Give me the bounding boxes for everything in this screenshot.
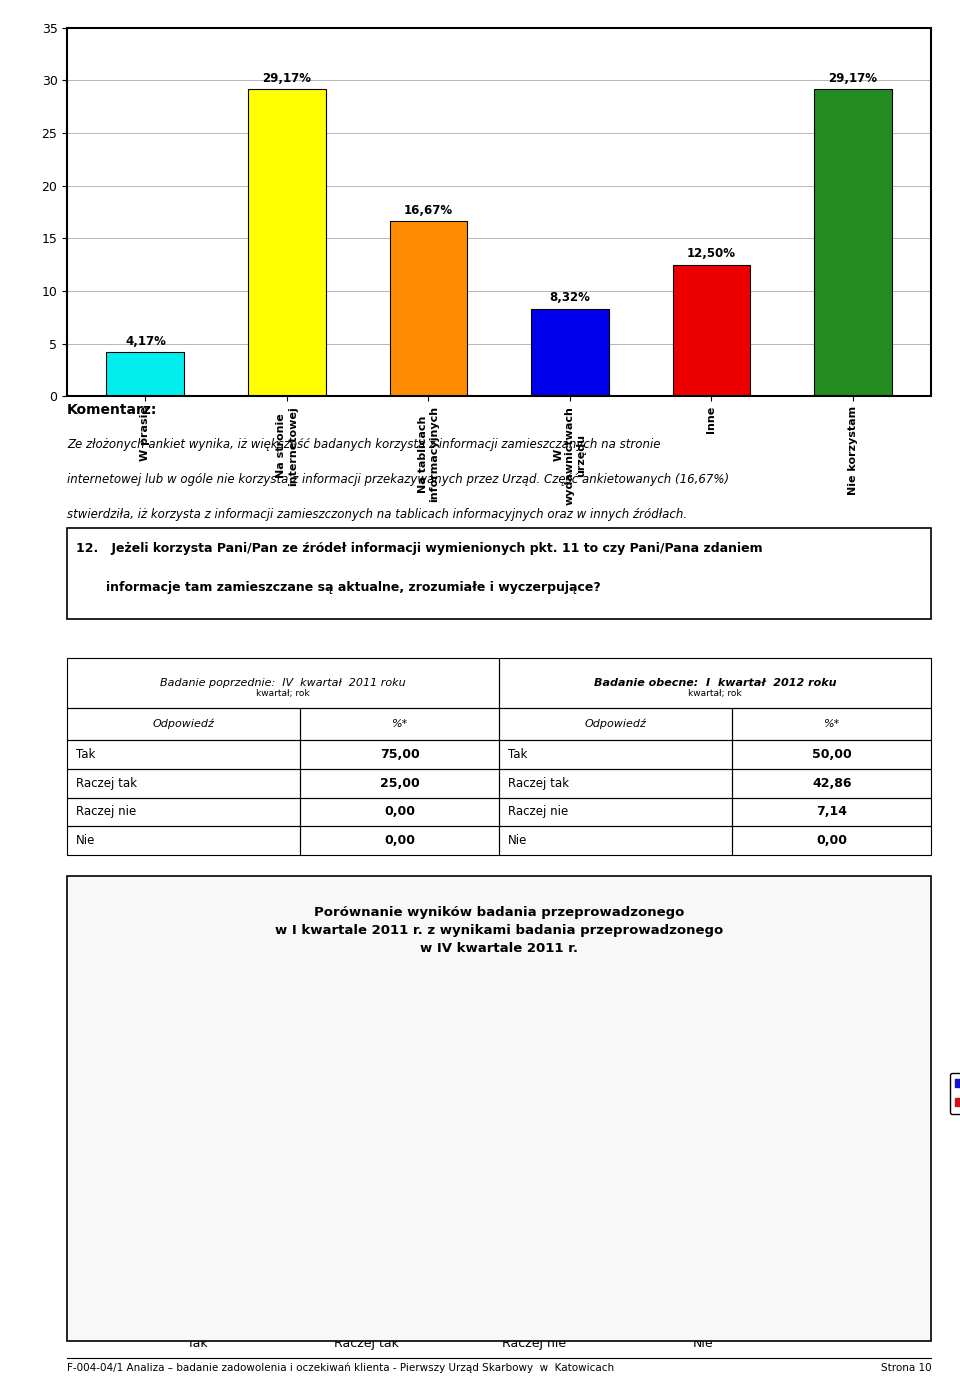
Text: Komentarz:: Komentarz:	[67, 403, 157, 417]
Polygon shape	[137, 1027, 208, 1038]
Bar	[499, 769, 732, 798]
Polygon shape	[195, 1027, 208, 1327]
Text: %*: %*	[392, 719, 408, 730]
Bar	[531, 309, 609, 396]
Polygon shape	[207, 1127, 278, 1134]
Text: 75,00: 75,00	[380, 748, 420, 760]
Bar	[300, 826, 499, 855]
Text: Odpowiedź: Odpowiedź	[153, 719, 215, 730]
Text: Porównanie wyników badania przeprowadzonego: Porównanie wyników badania przeprowadzon…	[314, 906, 684, 919]
Bar	[300, 769, 499, 798]
Text: 29,17%: 29,17%	[828, 72, 877, 85]
Bar	[814, 89, 892, 396]
Polygon shape	[305, 1227, 377, 1232]
Text: kwartał; rok: kwartał; rok	[256, 689, 310, 698]
Bar	[732, 769, 931, 798]
Bar	[732, 708, 931, 739]
Legend: IV  kwartał  2011 r., I  kwartał  2012 r.: IV kwartał 2011 r., I kwartał 2012 r.	[949, 1073, 960, 1113]
Polygon shape	[433, 1155, 447, 1327]
Text: Badanie obecne:  I  kwartał  2012 roku: Badanie obecne: I kwartał 2012 roku	[594, 678, 836, 688]
Text: Nie: Nie	[76, 834, 95, 847]
Bar	[248, 89, 325, 396]
Text: 12,50%: 12,50%	[687, 247, 736, 260]
Text: 8,32%: 8,32%	[549, 292, 590, 304]
Bar	[499, 798, 732, 826]
Text: 0,00: 0,00	[384, 834, 416, 847]
Bar	[67, 798, 300, 826]
Text: * wyrażony w procentach stosunek ilości odpowiedzi do ilości wszystkich wypełnio: * wyrażony w procentach stosunek ilości …	[67, 897, 723, 908]
Bar	[67, 708, 300, 739]
Text: 16,67%: 16,67%	[404, 203, 453, 217]
Text: Raczej tak: Raczej tak	[76, 777, 137, 790]
Text: 50,00: 50,00	[812, 748, 852, 760]
Bar	[300, 739, 499, 769]
Text: 25,00%: 25,00%	[313, 1213, 356, 1223]
Bar	[67, 769, 300, 798]
Bar	[300, 708, 499, 739]
Polygon shape	[602, 1298, 615, 1327]
Text: Badanie poprzednie:  IV  kwartał  2011 roku: Badanie poprzednie: IV kwartał 2011 roku	[160, 678, 406, 688]
Bar	[107, 352, 184, 396]
Bar	[305, 1232, 364, 1327]
Text: 42,86%: 42,86%	[383, 1143, 426, 1152]
Text: 7,14%: 7,14%	[555, 1283, 591, 1294]
Text: Tak: Tak	[508, 748, 527, 760]
Text: Ze złożonych ankiet wynika, iż większość badanych korzysta z informacji zamieszc: Ze złożonych ankiet wynika, iż większość…	[67, 438, 660, 452]
Text: 29,17%: 29,17%	[262, 72, 311, 85]
Bar	[67, 28, 931, 396]
Bar	[499, 739, 732, 769]
Text: 42,86: 42,86	[812, 777, 852, 790]
Text: Tak: Tak	[76, 748, 95, 760]
Polygon shape	[375, 1155, 447, 1162]
Bar	[207, 1134, 265, 1327]
Bar	[673, 264, 751, 396]
Text: 0%: 0%	[662, 1314, 681, 1323]
Text: 0%: 0%	[494, 1314, 512, 1323]
Text: Raczej tak: Raczej tak	[508, 777, 569, 790]
Text: w I kwartale 2011 r. z wynikami badania przeprowadzonego: w I kwartale 2011 r. z wynikami badania …	[276, 924, 723, 937]
Text: Raczej nie: Raczej nie	[76, 805, 136, 819]
Text: stwierdziła, iż korzysta z informacji zamieszczonych na tablicach informacyjnych: stwierdziła, iż korzysta z informacji za…	[67, 509, 687, 521]
Text: kwartał; rok: kwartał; rok	[688, 689, 742, 698]
Polygon shape	[265, 1127, 278, 1327]
Text: 75,00%: 75,00%	[144, 1016, 188, 1026]
Bar	[544, 1300, 602, 1327]
Bar	[67, 739, 300, 769]
Text: 50,00%: 50,00%	[214, 1115, 257, 1125]
Text: 25,00: 25,00	[380, 777, 420, 790]
Bar	[67, 657, 499, 708]
Bar	[300, 798, 499, 826]
Bar	[732, 826, 931, 855]
Text: internetowej lub w ogóle nie korzysta z informacji przekazywanych przez Urząd. C: internetowej lub w ogóle nie korzysta z …	[67, 473, 730, 486]
Bar	[390, 221, 468, 396]
Text: F-004-04/1 Analiza – badanie zadowolenia i oczekiwań klienta - Pierwszy Urząd Sk: F-004-04/1 Analiza – badanie zadowolenia…	[67, 1362, 614, 1373]
Text: 0,00: 0,00	[816, 834, 848, 847]
Text: Odpowiedź: Odpowiedź	[585, 719, 647, 730]
Bar	[499, 826, 732, 855]
Text: Nie: Nie	[508, 834, 527, 847]
Bar	[137, 1038, 195, 1327]
Text: 12.   Jeżeli korzysta Pani/Pan ze źródeł informacji wymienionych pkt. 11 to czy : 12. Jeżeli korzysta Pani/Pan ze źródeł i…	[76, 542, 762, 555]
Text: 7,14: 7,14	[816, 805, 848, 819]
Text: %*: %*	[824, 719, 840, 730]
Text: 4,17%: 4,17%	[125, 335, 166, 348]
Text: 0,00: 0,00	[384, 805, 416, 819]
Bar	[67, 826, 300, 855]
Bar	[499, 708, 732, 739]
Text: w IV kwartale 2011 r.: w IV kwartale 2011 r.	[420, 942, 578, 955]
Text: 0%: 0%	[732, 1314, 751, 1323]
Text: Strona 10: Strona 10	[880, 1364, 931, 1373]
Bar	[732, 798, 931, 826]
Bar	[375, 1162, 433, 1327]
Bar	[499, 657, 931, 708]
Text: Raczej nie: Raczej nie	[508, 805, 568, 819]
Polygon shape	[364, 1227, 377, 1327]
Bar	[732, 739, 931, 769]
Text: informacje tam zamieszczane są aktualne, zrozumiałe i wyczerpujące?: informacje tam zamieszczane są aktualne,…	[106, 581, 601, 594]
